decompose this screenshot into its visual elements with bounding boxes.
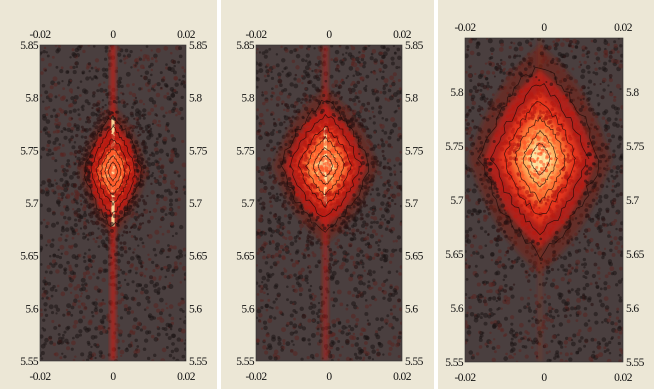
x-tick-label-bottom: 0 [326, 371, 332, 383]
y-tick-label-right: 5.7 [626, 195, 639, 207]
x-tick-label-bottom: 0 [541, 372, 547, 384]
x-tick-label-top: 0.02 [614, 22, 633, 34]
x-tick-label-top: -0.02 [246, 29, 268, 41]
heatmap-density [465, 38, 623, 362]
y-tick-label-right: 5.55 [189, 356, 208, 368]
y-tick-label-left: 5.55 [20, 356, 39, 368]
y-tick-label-left: 5.7 [241, 198, 254, 210]
y-tick-label-left: 5.65 [20, 251, 39, 263]
contour-2 [313, 147, 339, 186]
y-tick-label-left: 5.55 [236, 356, 255, 368]
y-tick-label-left: 5.85 [236, 40, 255, 52]
y-tick-label-left: 5.8 [450, 87, 463, 99]
x-tick-label-top: -0.02 [455, 22, 477, 34]
contour-6 [477, 66, 599, 260]
heatmap-panel-1: -0.02 -0.02 0 0 0.02 0.02 5.85 5.85 5.8 5.8 5.75 5.… [0, 0, 217, 389]
contour-lines [281, 99, 370, 233]
y-tick-label-right: 5.85 [189, 40, 208, 52]
y-tick-label-left: 5.75 [20, 145, 39, 157]
x-tick-label-top: 0.02 [393, 29, 412, 41]
heatmap-panel-2: -0.02 -0.02 0 0 0.02 0.02 5.85 5.85 5.8 5.8 5.75 5.… [221, 0, 434, 389]
x-tick-label-bottom: 0.02 [614, 372, 633, 384]
y-tick-label-right: 5.65 [189, 251, 208, 263]
plot-frame [464, 37, 624, 363]
y-tick-label-right: 5.7 [189, 198, 202, 210]
x-tick-label-bottom: -0.02 [246, 371, 268, 383]
x-tick-label-bottom: 0 [110, 371, 116, 383]
y-tick-label-right: 5.85 [405, 40, 424, 52]
x-tick-label-top: 0 [541, 22, 547, 34]
y-tick-label-right: 5.8 [626, 87, 639, 99]
plot-frame [255, 44, 403, 362]
y-tick-label-right: 5.6 [189, 303, 202, 315]
contour-3 [514, 116, 566, 203]
x-tick-label-top: 0 [110, 29, 116, 41]
x-tick-label-bottom: 0.02 [177, 371, 196, 383]
x-tick-label-bottom: -0.02 [30, 371, 52, 383]
y-tick-label-left: 5.55 [445, 357, 464, 369]
y-tick-label-right: 5.55 [405, 356, 424, 368]
y-tick-label-left: 5.6 [450, 303, 463, 315]
y-tick-label-right: 5.8 [405, 93, 418, 105]
contour-5 [90, 125, 136, 217]
contour-3 [305, 135, 345, 196]
plot-frame [39, 44, 187, 362]
contour-3 [100, 147, 126, 196]
contour-5 [489, 83, 590, 236]
y-tick-label-left: 5.65 [236, 251, 255, 263]
y-tick-label-right: 5.75 [189, 145, 208, 157]
heatmap-svg-3: -0.02 -0.02 0 0 0.02 0.02 5.8 5.8 5.75 5.75 5.7 5.7… [445, 22, 645, 384]
y-tick-label-left: 5.8 [241, 93, 254, 105]
contour-lines [477, 66, 599, 260]
contour-1 [107, 161, 119, 182]
x-tick-label-top: 0 [326, 29, 332, 41]
y-tick-label-right: 5.7 [405, 198, 418, 210]
y-tick-label-left: 5.75 [236, 145, 255, 157]
y-tick-label-left: 5.7 [25, 198, 38, 210]
y-tick-label-right: 5.65 [405, 251, 424, 263]
y-tick-label-right: 5.55 [626, 357, 645, 369]
y-tick-label-left: 5.65 [445, 249, 464, 261]
contour-5 [289, 113, 363, 217]
y-tick-label-right: 5.75 [626, 141, 645, 153]
contour-2 [522, 129, 559, 188]
y-tick-label-right: 5.75 [405, 145, 424, 157]
contour-6 [83, 114, 142, 227]
contour-6 [281, 99, 370, 233]
x-tick-label-bottom: -0.02 [455, 372, 477, 384]
contour-4 [503, 101, 576, 215]
y-tick-label-left: 5.7 [450, 195, 463, 207]
vertical-streak [537, 38, 543, 362]
heatmap-density [256, 45, 402, 361]
contour-4 [95, 138, 131, 207]
x-tick-label-top: -0.02 [30, 29, 52, 41]
contour-2 [104, 155, 122, 187]
y-tick-label-left: 5.6 [25, 303, 38, 315]
streak-core [538, 147, 542, 170]
y-tick-label-right: 5.6 [626, 303, 639, 315]
heatmap-panel-3: -0.02 -0.02 0 0 0.02 0.02 5.8 5.8 5.75 5.75 5.7 5.7… [438, 0, 654, 389]
y-tick-label-right: 5.6 [405, 303, 418, 315]
y-tick-label-left: 5.6 [241, 303, 254, 315]
contour-lines [83, 114, 142, 227]
x-tick-label-bottom: 0.02 [393, 371, 412, 383]
y-tick-label-right: 5.65 [626, 249, 645, 261]
y-tick-label-left: 5.8 [25, 93, 38, 105]
contour-1 [529, 143, 551, 176]
y-tick-label-left: 5.85 [20, 40, 39, 52]
heatmap-density [40, 45, 186, 361]
contour-4 [297, 125, 353, 209]
contour-1 [317, 155, 334, 177]
x-tick-label-top: 0.02 [177, 29, 196, 41]
y-tick-label-right: 5.8 [189, 93, 202, 105]
y-tick-label-left: 5.75 [445, 141, 464, 153]
